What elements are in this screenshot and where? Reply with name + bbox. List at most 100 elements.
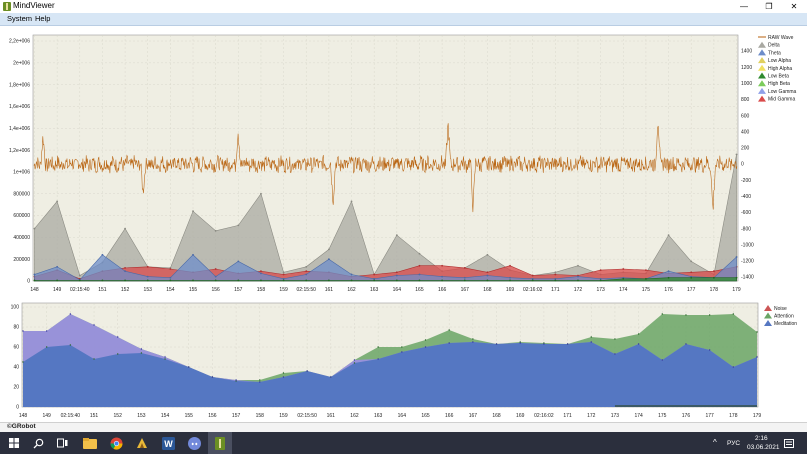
clock-time[interactable]: 2:16 [755,435,768,442]
game-icon[interactable] [130,432,154,454]
bottom-x-tick: 172 [587,413,596,419]
theta-series-point [577,275,579,278]
top-y-right-tick: 1200 [741,65,752,71]
mindviewer-app-icon[interactable] [208,432,232,454]
attention-point [614,338,616,340]
bottom-legend-swatch [764,312,772,319]
theta-series-point [441,275,444,278]
delta-series-point [56,200,59,203]
menu-item-system[interactable]: System [7,14,33,23]
low-beta-series-point [531,279,534,282]
bottom-x-tick: 178 [729,413,738,419]
top-x-tick: 152 [121,287,130,293]
bottom-x-tick: 02:15:50 [297,413,317,419]
low-beta-series-point [56,279,59,282]
low-beta-series-point [463,279,466,282]
top-legend-entry: Low Gamma [768,89,797,95]
theta-series-point [101,253,104,256]
close-button[interactable]: ✕ [790,2,798,11]
delta-series-point [78,274,81,277]
delta-series-point [554,271,557,274]
minimize-button[interactable]: — [740,2,748,11]
top-legend-entry: Theta [768,50,781,56]
clock-date[interactable]: 03.06.2021 [747,444,780,451]
top-x-tick: 168 [483,287,492,293]
low-beta-series-point [237,279,240,282]
top-x-tick: 02:16:02 [523,287,543,293]
mid-gamma-series-point [146,265,149,268]
low-beta-series-point [282,279,285,282]
meditation-point [401,351,403,353]
top-x-tick: 172 [574,287,583,293]
delta-series-point [192,210,194,213]
top-y-right-tick: 1400 [741,49,752,55]
mid-gamma-series-point [599,269,602,271]
meditation-point [732,366,735,368]
windows-start-icon[interactable] [2,432,26,454]
low-beta-series-point [645,277,647,280]
top-y-right-tick: 600 [741,113,750,119]
menu-item-help[interactable]: Help [35,14,51,23]
bottom-legend-swatch [764,305,772,311]
top-y-right-tick: 200 [741,146,750,152]
low-beta-series-point [395,279,398,282]
top-legend-entry: Low Beta [768,74,789,80]
bottom-x-tick: 163 [374,413,383,419]
meditation-point [330,376,332,378]
mid-gamma-series-point [373,273,376,276]
top-y-left-tick: 1,4e+006 [9,126,30,132]
attention-point [424,339,427,341]
tray-chevron-icon[interactable]: ^ [713,438,717,447]
legend-swatch [758,49,766,56]
low-beta-series-point [214,279,217,282]
top-y-right-tick: -600 [741,210,751,216]
meditation-point [45,330,48,332]
bottom-x-tick: 175 [658,413,667,419]
bottom-x-tick: 157 [232,413,241,419]
attention-point [235,380,237,382]
low-beta-series-point [735,276,738,279]
language-indicator[interactable]: РУС [727,440,741,447]
maximize-button[interactable]: ❐ [765,2,773,11]
legend-swatch [758,64,766,71]
theta-series-point [509,276,511,279]
search-icon[interactable] [26,432,50,454]
delta-series-point [305,265,308,268]
delta-series-point [577,264,579,267]
delta-series-point [327,248,330,251]
notification-icon[interactable] [784,437,794,455]
mid-gamma-series-point [712,270,715,273]
taskbar: W ^ РУС 2:16 03.06.2021 [0,432,807,454]
mid-gamma-series-point [690,271,693,274]
low-beta-series-point [577,279,579,282]
file-explorer-icon[interactable] [78,432,102,454]
meditation-point [306,370,308,372]
low-beta-series-point [667,276,670,279]
top-x-tick: 174 [619,287,628,293]
delta-series-point [33,227,36,230]
delta-series-point [667,234,670,237]
mid-gamma-series-point [418,264,421,267]
chrome-icon[interactable] [104,432,128,454]
top-x-tick: 153 [144,287,153,293]
low-beta-series-point [192,279,194,282]
window-title: MindViewer [13,1,55,10]
top-x-tick: 179 [732,287,741,293]
task-view-icon[interactable] [50,432,74,454]
word-icon[interactable]: W [156,432,180,454]
top-y-left-tick: 2,2e+006 [9,39,30,45]
theta-series-point [373,277,376,280]
bottom-x-tick: 166 [445,413,454,419]
discord-icon[interactable] [182,432,206,454]
svg-text:W: W [164,439,173,449]
mid-gamma-series-point [486,271,489,274]
theta-series-point [124,270,126,273]
mid-gamma-series-point [509,264,511,267]
raw-wave-series [33,123,738,213]
low-beta-series-point [441,279,444,282]
bottom-y-tick: 40 [13,365,19,371]
meditation-point [377,358,379,360]
mid-gamma-series-point [554,273,557,276]
top-y-right-tick: 400 [741,129,750,135]
top-y-left-tick: 200000 [13,257,30,263]
